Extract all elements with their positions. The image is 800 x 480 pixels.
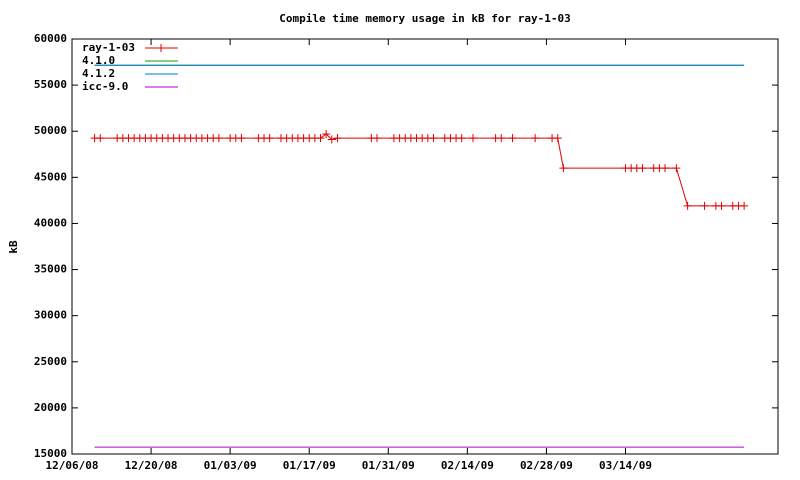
x-tick-label: 01/03/09 [204,459,257,472]
y-tick-label: 20000 [34,401,67,414]
legend-label: 4.1.0 [82,54,115,67]
x-tick-label: 03/14/09 [599,459,652,472]
y-axis-label: kB [7,240,20,254]
point-marker [683,201,692,210]
y-tick-label: 25000 [34,355,67,368]
point-marker [214,134,223,143]
legend-label: 4.1.2 [82,67,115,80]
y-tick-label: 55000 [34,78,67,91]
point-marker [316,134,325,143]
point-marker [469,134,478,143]
x-tick-label: 12/06/08 [46,459,99,472]
x-tick-label: 02/14/09 [441,459,494,472]
point-marker [638,164,647,173]
chart-title: Compile time memory usage in kB for ray-… [279,12,570,25]
point-marker [661,164,670,173]
legend-label: icc-9.0 [82,80,128,93]
point-marker [322,129,331,138]
point-marker [672,164,681,173]
point-marker [96,134,105,143]
point-marker [531,134,540,143]
point-marker [265,134,274,143]
y-tick-label: 15000 [34,447,67,460]
y-tick-label: 35000 [34,263,67,276]
point-marker [237,134,246,143]
point-marker [508,134,517,143]
point-marker [740,201,749,210]
point-marker [717,201,726,210]
y-tick-label: 60000 [34,32,67,45]
point-marker [333,134,342,143]
y-tick-label: 50000 [34,124,67,137]
legend-label: ray-1-03 [82,41,135,54]
x-tick-label: 01/31/09 [362,459,415,472]
point-marker [457,134,466,143]
plot-border [71,38,779,455]
legend-marker [157,44,165,52]
point-marker [559,164,568,173]
point-marker [429,134,438,143]
point-marker [700,201,709,210]
x-tick-label: 01/17/09 [283,459,336,472]
series-line [94,133,745,207]
point-marker [497,134,506,143]
x-tick-label: 02/28/09 [520,459,573,472]
point-marker [327,135,336,144]
y-tick-label: 40000 [34,216,67,229]
y-tick-label: 45000 [34,170,67,183]
x-tick-label: 12/20/08 [125,459,178,472]
point-marker [372,134,381,143]
y-tick-label: 30000 [34,309,67,322]
point-marker [553,134,562,143]
